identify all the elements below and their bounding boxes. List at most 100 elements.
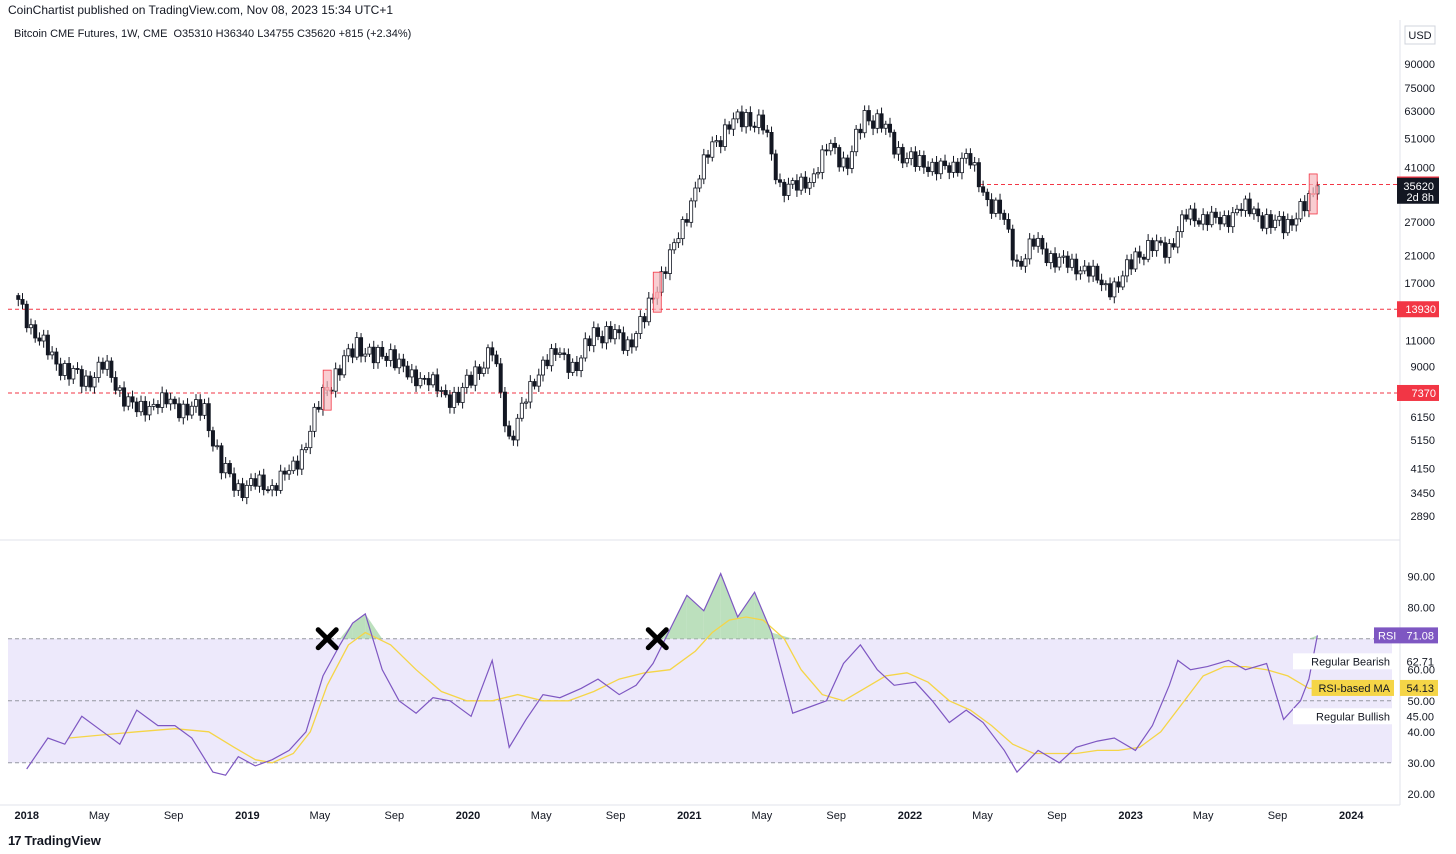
candle <box>316 406 321 410</box>
price-tick-label: 75000 <box>1404 83 1435 95</box>
candle <box>807 182 812 189</box>
time-tick-label: Sep <box>385 810 405 822</box>
candle <box>282 470 287 475</box>
price-tick-label: 17000 <box>1404 278 1435 290</box>
candle <box>1044 248 1049 264</box>
overbought-fill <box>686 595 704 639</box>
candle <box>1175 231 1180 248</box>
overbought-fill <box>703 573 721 639</box>
candle <box>528 381 533 403</box>
rsi-ma-tag <box>1311 679 1394 696</box>
candle <box>477 366 482 374</box>
candle <box>579 357 584 372</box>
candle <box>566 354 571 373</box>
time-tick-label: May <box>1193 810 1214 822</box>
candle <box>126 396 131 407</box>
regular-bearish-tag <box>1293 653 1394 670</box>
candle <box>227 463 232 475</box>
candle <box>617 329 622 334</box>
candle <box>714 140 719 143</box>
candle <box>24 303 29 329</box>
candle <box>710 141 715 158</box>
candle <box>1103 283 1108 286</box>
time-tick-label: 2019 <box>235 810 259 822</box>
candle <box>930 161 935 173</box>
bearish-x-icon <box>645 627 669 651</box>
candle <box>524 401 529 404</box>
candle <box>1201 214 1206 225</box>
bearish-x-icon <box>315 627 339 651</box>
candle <box>794 180 799 191</box>
candle <box>1298 201 1303 220</box>
candle <box>583 338 588 359</box>
candle <box>333 368 338 392</box>
rsi-tick-label: 20.00 <box>1407 789 1435 801</box>
candle <box>541 359 546 376</box>
candle <box>1031 238 1036 247</box>
candle <box>604 325 609 344</box>
overbought-fill <box>352 613 366 639</box>
candle <box>596 327 601 337</box>
candle <box>350 348 355 358</box>
candle <box>215 445 220 448</box>
candle <box>1057 256 1062 268</box>
candle <box>866 110 871 122</box>
candle <box>1239 208 1244 211</box>
candle <box>363 353 368 357</box>
candle <box>1014 259 1019 262</box>
time-tick-label: May <box>310 810 331 822</box>
candle <box>443 390 448 396</box>
candle <box>926 166 931 173</box>
candle <box>739 111 744 128</box>
publisher-line: CoinChartist published on TradingView.co… <box>8 3 394 17</box>
level-tag <box>1397 384 1439 401</box>
candle <box>1235 208 1240 214</box>
candle <box>621 332 626 351</box>
candle <box>37 337 42 342</box>
rsi-legend-labels: RSI 71.08 Regular Bearish 62.71 RSI-based MA… <box>1293 627 1438 725</box>
candle <box>1116 281 1121 288</box>
candle <box>888 123 893 133</box>
candle <box>896 147 901 155</box>
candle <box>731 118 736 130</box>
candle <box>261 474 266 491</box>
last-price-value: 35620 <box>1403 181 1434 193</box>
candle <box>1256 208 1261 217</box>
candle <box>1294 218 1299 226</box>
candle <box>232 473 237 491</box>
last-price-tag <box>1397 177 1439 204</box>
candle <box>892 131 897 155</box>
candle <box>871 120 876 129</box>
candle <box>1230 212 1235 228</box>
candle <box>295 460 300 470</box>
candle <box>164 392 169 405</box>
candle <box>109 360 114 378</box>
candle <box>308 430 313 449</box>
candle <box>375 346 380 364</box>
candle <box>845 157 850 169</box>
candle <box>405 365 410 378</box>
candle <box>718 140 723 147</box>
candle <box>481 367 486 374</box>
candle <box>456 391 461 403</box>
candle <box>147 405 152 416</box>
candle <box>913 151 918 168</box>
candle <box>498 363 503 393</box>
candle <box>1290 219 1295 226</box>
candle <box>134 401 139 413</box>
candle <box>494 354 499 365</box>
candle <box>79 369 84 387</box>
candle <box>782 181 787 196</box>
candle <box>240 483 245 498</box>
rsi-ma-tag-value: 54.13 <box>1406 683 1434 695</box>
rsi-tick-label: 50.00 <box>1407 696 1435 708</box>
candle <box>473 366 478 386</box>
candle <box>858 128 863 134</box>
candle <box>562 352 567 355</box>
level-tag <box>1397 301 1439 318</box>
price-tick-label: 27000 <box>1404 217 1435 229</box>
candle <box>938 160 943 175</box>
time-axis-ticks: 2018 May Sep 2019 May Sep 2020 May Sep 2021 May Sep… <box>14 810 1364 822</box>
rsi-value-tag-value: 71.08 <box>1406 630 1434 642</box>
